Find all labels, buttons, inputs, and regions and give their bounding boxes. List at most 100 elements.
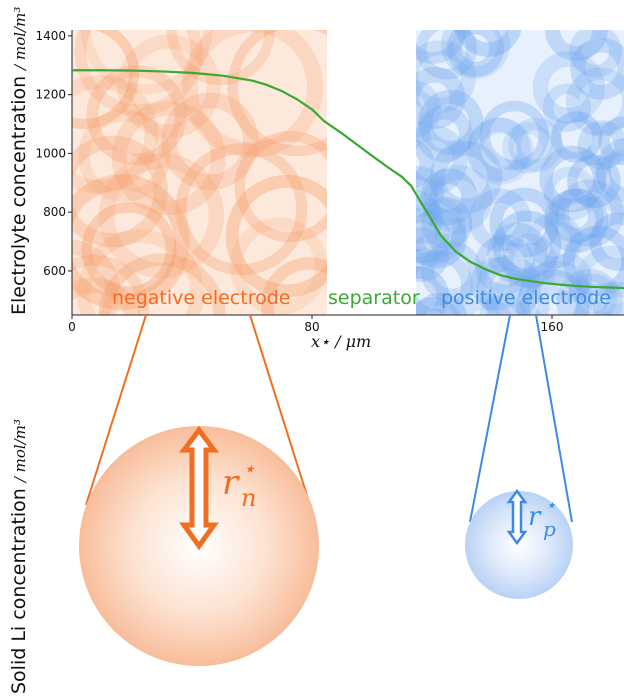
texture-circle [72, 30, 140, 130]
positive-radius-arrow-icon [506, 488, 528, 546]
positive-zoom-lines [469, 314, 573, 523]
texture-circle [98, 152, 225, 279]
texture-circle [416, 166, 445, 218]
negative-electrode-label: negative electrode [112, 287, 290, 309]
texture-circle [78, 109, 171, 203]
texture-circle [539, 145, 606, 213]
texture-circle [72, 135, 168, 248]
texture-circle [556, 269, 623, 315]
texture-circle [468, 188, 532, 252]
texture-circle [416, 105, 473, 163]
texture-circle [418, 89, 484, 156]
texture-circle [227, 30, 327, 157]
texture-circle [458, 298, 512, 315]
texture-circle [416, 138, 435, 189]
texture-circle [416, 208, 467, 269]
texture-circle [544, 188, 609, 253]
texture-circle [423, 164, 493, 234]
texture-circle [492, 210, 562, 280]
positive-electrode-region [416, 30, 624, 315]
texture-circle [416, 30, 478, 80]
texture-circle [567, 154, 621, 209]
negative-radius-arrow-icon [179, 425, 219, 551]
texture-circle [181, 30, 323, 158]
texture-circle [117, 34, 221, 139]
texture-circle [508, 117, 563, 173]
negative-zoom-lines [85, 314, 311, 506]
texture-circle [479, 100, 549, 171]
texture-circle [416, 66, 466, 129]
texture-circle [161, 92, 259, 191]
separator-label: separator [328, 287, 420, 309]
texture-circle [589, 212, 624, 271]
texture-circle [470, 257, 524, 311]
texture-circle [416, 296, 461, 315]
texture-circle [570, 37, 624, 100]
texture-circle [72, 174, 190, 311]
texture-circle [577, 120, 624, 170]
texture-circle [569, 30, 623, 78]
negative-radius-label: r ⋆ n [222, 457, 261, 512]
positive-electrode-label: positive electrode [441, 287, 611, 309]
texture-circle [565, 67, 624, 137]
texture-circle [446, 30, 505, 77]
texture-circle [441, 30, 510, 79]
texture-circle [489, 187, 560, 258]
positive-particle [465, 491, 573, 599]
texture-circle [454, 30, 522, 57]
texture-circle [261, 257, 327, 315]
texture-circle [598, 116, 624, 165]
positive-radius-label: r ⋆ p [528, 495, 561, 541]
texture-circle [544, 30, 608, 61]
texture-circle [592, 281, 624, 315]
texture-circle [416, 125, 468, 195]
texture-circle [562, 225, 624, 297]
texture-circle [72, 75, 159, 194]
texture-circle [234, 130, 327, 243]
texture-circle [575, 245, 624, 315]
x-tick-label: 80 [304, 320, 319, 334]
x-axis-label: x⋆ / μm [311, 332, 371, 351]
texture-circle [476, 255, 542, 315]
texture-circle [556, 179, 624, 247]
y-tick-label: 1400 [35, 29, 66, 43]
texture-circle [72, 254, 150, 315]
texture-circle [416, 266, 450, 315]
x-tick-label: 0 [68, 320, 76, 334]
texture-circle [111, 101, 226, 216]
x-tick-label: 160 [541, 320, 564, 334]
texture-circle [420, 168, 478, 225]
y-tick-label: 1200 [35, 88, 66, 102]
texture-circle [516, 269, 590, 315]
texture-circle [526, 212, 583, 269]
texture-circle [466, 117, 534, 185]
texture-circle [72, 239, 121, 315]
texture-circle [542, 83, 591, 132]
y-tick-label: 600 [43, 264, 66, 278]
texture-circle [474, 234, 536, 295]
y-tick-label: 800 [43, 205, 66, 219]
y-tick-label: 1000 [35, 146, 66, 160]
texture-circle [595, 138, 624, 203]
texture-circle [74, 30, 203, 117]
texture-circle [542, 253, 593, 303]
texture-circle [416, 227, 449, 283]
electrolyte-concentration-line [72, 69, 624, 290]
texture-circle [416, 40, 476, 113]
texture-circle [549, 188, 604, 244]
texture-circle [551, 111, 603, 163]
texture-circle [487, 222, 548, 284]
x-axis-ticks: 0 80 160 [68, 315, 563, 334]
texture-circle [77, 229, 205, 315]
texture-circle [479, 294, 529, 315]
texture-circle [594, 149, 624, 216]
texture-circle [532, 51, 605, 124]
texture-circle [416, 292, 468, 315]
texture-circle [502, 233, 557, 289]
texture-circle [166, 30, 275, 86]
texture-circle [175, 143, 308, 276]
texture-circle [416, 79, 441, 139]
texture-circle [466, 117, 531, 182]
texture-circle [416, 30, 467, 64]
